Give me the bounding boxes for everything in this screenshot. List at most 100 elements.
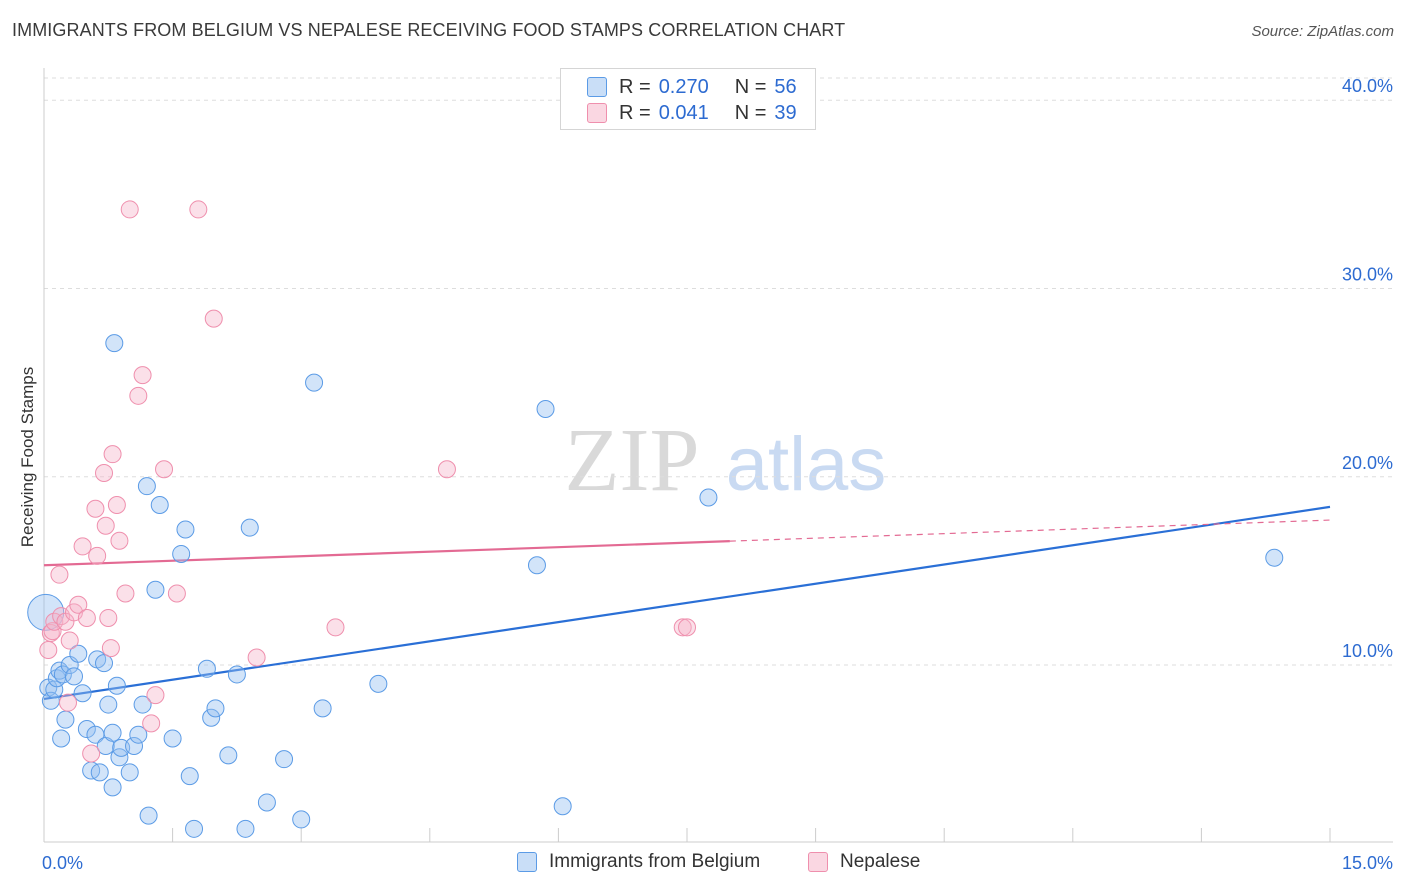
point-belgium [125,736,144,755]
point-belgium [45,680,64,699]
point-belgium [150,496,169,515]
point-belgium [180,767,199,786]
legend-row-nepalese: R = 0.041 N = 39 [587,101,797,125]
point-belgium [176,520,195,539]
point-belgium [227,665,246,684]
point-belgium [275,750,294,769]
trendlines [43,505,1331,701]
point-nepalese [155,460,174,479]
point-belgium [105,334,124,353]
point-belgium [146,580,165,599]
point-nepalese [678,618,696,637]
point-belgium [163,729,182,748]
point-nepalese [129,386,148,405]
point-nepalese [60,631,79,650]
point-belgium [305,373,324,392]
trendline-nepalese [43,540,730,567]
source-attribution: Source: ZipAtlas.com [1251,23,1394,40]
point-belgium [536,399,555,418]
point-belgium [185,819,204,838]
point-nepalese [39,640,58,659]
point-nepalese [82,744,101,763]
point-belgium [69,644,88,663]
legend-swatch-nepalese [587,103,607,123]
point-belgium [65,667,84,686]
point-belgium [292,810,311,829]
point-nepalese [43,622,62,641]
point-nepalese [673,618,692,637]
legend-r-value: 0.041 [658,101,709,124]
legend-n-label: N = [734,75,767,98]
point-belgium [56,710,75,729]
series-legend-label: Nepalese [840,851,921,872]
watermark-atlas: atlas [726,422,887,507]
point-nepalese [326,618,345,637]
point-belgium [77,720,96,739]
point-nepalese [146,686,165,705]
point-belgium [206,699,225,718]
point-nepalese [107,496,126,515]
point-belgium [139,806,158,825]
point-nepalese [167,584,186,603]
x-tick-label: 0.0% [42,853,83,873]
point-belgium [73,684,92,703]
series-legend-nepalese[interactable]: Nepalese [808,851,920,873]
point-belgium [240,518,259,537]
axes [43,68,1393,843]
point-nepalese [142,714,161,733]
point-belgium [553,797,572,816]
point-nepalese [247,648,266,667]
point-nepalese [437,460,456,479]
point-nepalese [73,537,92,556]
y-axis-label: Receiving Food Stamps [18,367,37,547]
point-belgium [129,725,148,744]
point-nepalese [103,445,122,464]
point-nepalese [88,546,107,565]
point-belgium [313,699,332,718]
y-tick-label: 30.0% [1342,265,1393,285]
series-swatch-belgium [517,852,537,872]
point-nepalese [96,516,115,535]
point-belgium [107,676,126,695]
tick-labels: 10.0% 20.0% 30.0% 40.0% 0.0% 15.0% [42,76,1393,873]
point-belgium [527,556,546,575]
point-belgium [1265,548,1284,567]
point-belgium [133,695,152,714]
legend-r-label: R = [619,75,651,98]
legend-n-label: N = [734,101,767,124]
point-nepalese [95,464,114,483]
point-belgium [103,778,122,797]
trendline-extension-nepalese [729,519,1331,542]
point-nepalese [189,200,208,219]
point-nepalese [116,584,135,603]
point-belgium [172,544,191,563]
chart-title: IMMIGRANTS FROM BELGIUM VS NEPALESE RECE… [12,20,846,40]
point-nepalese [50,565,69,584]
x-tick-label: 15.0% [1342,853,1393,873]
point-belgium [120,763,139,782]
point-belgium [369,674,388,693]
point-belgium [90,763,109,782]
point-nepalese [59,693,78,712]
point-nepalese [69,595,88,614]
point-nepalese [133,366,152,385]
point-belgium [110,748,129,767]
point-belgium [103,723,122,742]
point-nepalese [86,499,105,518]
legend-n-value: 39 [774,101,797,124]
watermark: ZIP atlas [565,411,887,510]
series-legend-belgium[interactable]: Immigrants from Belgium [517,851,760,873]
point-belgium [236,819,255,838]
point-belgium [95,654,114,673]
point-nepalese [77,608,96,627]
y-tick-label: 10.0% [1342,641,1393,661]
point-nepalese [204,309,223,328]
watermark-zip: ZIP [565,411,700,510]
series-swatch-nepalese [808,852,828,872]
point-belgium [202,708,221,727]
point-nepalese [101,639,120,658]
series-legend: Immigrants from Belgium Nepalese [0,851,1406,877]
legend-swatch-belgium [587,77,607,97]
point-belgium [219,746,238,765]
